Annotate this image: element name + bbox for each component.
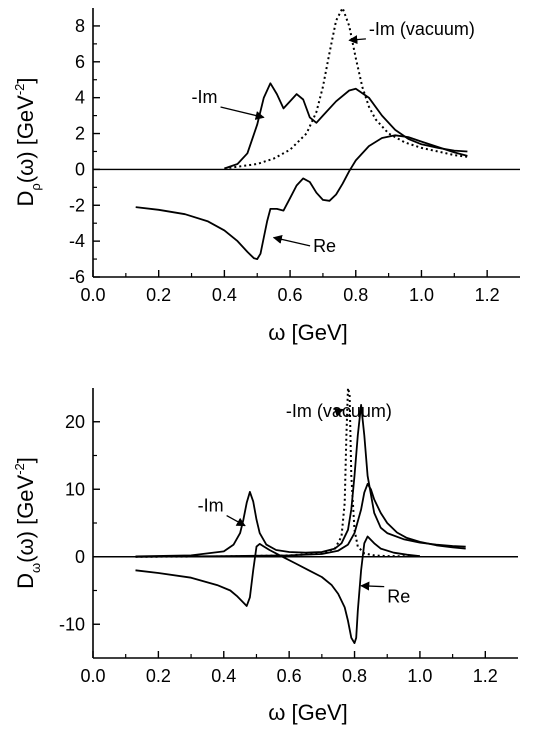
omega-x-tick-label: 0.6 bbox=[277, 666, 302, 686]
rho-annotation: -Im (vacuum) bbox=[369, 19, 475, 39]
rho-annotation-arrow bbox=[348, 35, 366, 45]
omega-x-tick-label: 0.4 bbox=[211, 666, 236, 686]
omega-series-im-vacuum bbox=[135, 387, 420, 558]
omega-y-tick-label: 0 bbox=[75, 547, 85, 567]
rho-y-tick-label: -2 bbox=[69, 195, 85, 215]
omega-y-label-sup: -2 bbox=[12, 463, 27, 475]
rho-series-im-vacuum bbox=[224, 7, 468, 170]
rho-x-axis-label: ω [GeV] bbox=[268, 320, 348, 345]
rho-annotation: -Im bbox=[192, 87, 218, 107]
omega-y-label-main: D bbox=[13, 573, 38, 589]
rho-y-tick-label: 8 bbox=[75, 16, 85, 36]
omega-annotation-arrow bbox=[360, 581, 385, 591]
omega-y-label-rest: (ω) [GeV bbox=[13, 474, 38, 562]
omega-annotation-arrow bbox=[333, 407, 344, 417]
rho-x-tick-label: 1.0 bbox=[409, 285, 434, 305]
omega-annotation: Re bbox=[387, 587, 410, 607]
rho-y-label-main: D bbox=[13, 191, 38, 207]
rho-x-tick-label: 0.2 bbox=[146, 285, 171, 305]
omega-x-tick-label: 0.8 bbox=[342, 666, 367, 686]
panel-rho: 0.0 0.2 0.4 0.6 0.8 1.0 1.2 -6 -4 -2 0 2 4 6 8 -Im (vac… bbox=[12, 7, 520, 345]
omega-annotation-arrow bbox=[226, 514, 246, 527]
rho-y-label-sup: -2 bbox=[12, 84, 27, 96]
rho-y-tick-label: -6 bbox=[69, 267, 85, 287]
rho-x-tick-label: 1.2 bbox=[475, 285, 500, 305]
rho-x-tick-label: 0.4 bbox=[212, 285, 237, 305]
omega-y-tick-label: 10 bbox=[65, 479, 85, 499]
omega-x-tick-label: 0.0 bbox=[80, 666, 105, 686]
rho-y-tick-label: -4 bbox=[69, 231, 85, 251]
rho-x-tick-label: 0.0 bbox=[80, 285, 105, 305]
rho-series-im bbox=[224, 82, 468, 170]
omega-x-axis-label: ω [GeV] bbox=[268, 700, 348, 725]
rho-annotation-arrow bbox=[220, 106, 265, 120]
rho-annotation-arrow bbox=[272, 234, 311, 247]
omega-y-tick-label: 20 bbox=[65, 412, 85, 432]
omega-x-tick-label: 1.2 bbox=[473, 666, 498, 686]
omega-series-im-low-peak bbox=[135, 403, 466, 558]
omega-x-tick-label: 1.0 bbox=[407, 666, 432, 686]
rho-x-tick-label: 0.8 bbox=[343, 285, 368, 305]
omega-annotation: -Im bbox=[198, 496, 224, 516]
omega-y-axis-label: Dω(ω) [GeV-2] bbox=[12, 457, 43, 589]
rho-y-tick-label: 6 bbox=[75, 52, 85, 72]
omega-y-tick-label: -10 bbox=[59, 614, 85, 634]
rho-annotation: Re bbox=[313, 236, 336, 256]
omega-y-label-close: ] bbox=[13, 457, 38, 463]
rho-y-label-sub: ρ bbox=[28, 183, 43, 190]
rho-y-label-close: ] bbox=[13, 77, 38, 83]
rho-x-tick-label: 0.6 bbox=[278, 285, 303, 305]
omega-x-tick-label: 0.2 bbox=[146, 666, 171, 686]
rho-y-tick-label: 4 bbox=[75, 88, 85, 108]
omega-series-im-high-peak bbox=[135, 482, 466, 558]
rho-y-axis-label: Dρ(ω) [GeV-2] bbox=[12, 77, 43, 206]
rho-series-re bbox=[135, 134, 468, 261]
omega-series-re bbox=[135, 535, 420, 644]
rho-y-label-rest: (ω) [GeV bbox=[13, 95, 38, 183]
rho-y-tick-label: 0 bbox=[75, 159, 85, 179]
rho-y-tick-label: 2 bbox=[75, 124, 85, 144]
omega-y-label-sub: ω bbox=[28, 563, 43, 573]
